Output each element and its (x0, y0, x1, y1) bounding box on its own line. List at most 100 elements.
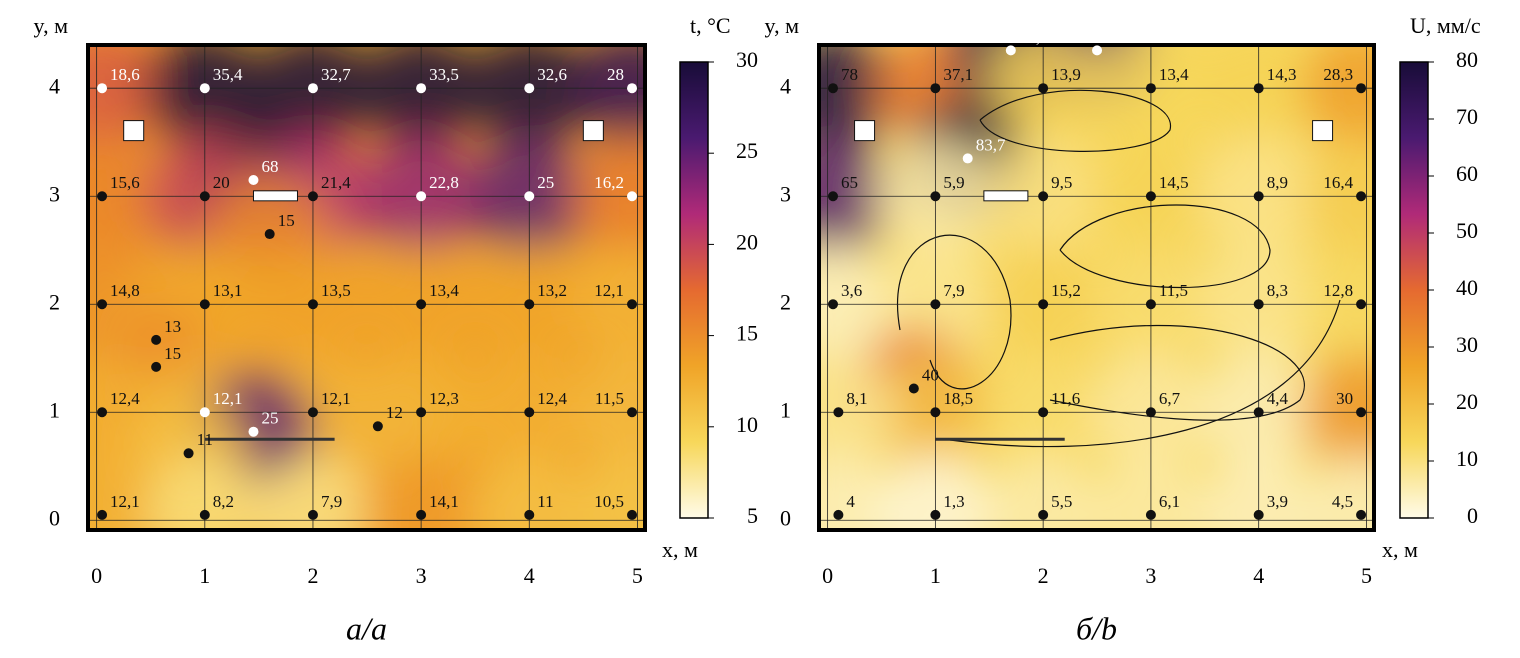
colorbar-tick-label: 30 (736, 47, 758, 72)
probe-point (1005, 45, 1016, 56)
field-blob (88, 454, 163, 530)
probe-point (627, 509, 638, 520)
y-tick-label: 0 (49, 505, 60, 530)
probe-point (524, 509, 535, 520)
probe-point (199, 83, 210, 94)
probe-label: 3,6 (841, 281, 862, 300)
inlet (1312, 120, 1334, 142)
probe-label: 69 (1105, 27, 1122, 46)
probe-label: 4 (846, 492, 855, 511)
probe-point (416, 407, 427, 418)
probe-label: 8,9 (1267, 173, 1288, 192)
x-tick-label: 2 (1038, 563, 1049, 588)
chart-title: а/a (346, 610, 387, 646)
probe-label: 8,2 (213, 492, 234, 511)
probe-point (1356, 299, 1367, 310)
probe-label: 25 (537, 173, 554, 192)
x-tick-label: 4 (1253, 563, 1264, 588)
probe-label: 12 (386, 403, 403, 422)
probe-point (1145, 299, 1156, 310)
probe-label: 20 (213, 173, 230, 192)
probe-label: 14,8 (110, 281, 140, 300)
probe-label: 22,8 (429, 173, 459, 192)
probe-point (1253, 407, 1264, 418)
probe-label: 13,9 (1051, 65, 1081, 84)
probe-label: 40 (922, 365, 939, 384)
y-tick-label: 4 (49, 73, 60, 98)
probe-point (199, 407, 210, 418)
y-tick-label: 1 (780, 397, 791, 422)
probe-point (97, 407, 108, 418)
probe-point (1356, 509, 1367, 520)
colorbar-tick-label: 40 (1456, 275, 1478, 300)
probe-label: 15,2 (1051, 281, 1081, 300)
colorbar-tick-label: 20 (736, 229, 758, 254)
probe-point (416, 509, 427, 520)
x-tick-label: 1 (199, 563, 210, 588)
probe-point (416, 191, 427, 202)
probe-label: 65 (841, 173, 858, 192)
x-tick-label: 0 (822, 563, 833, 588)
probe-point (199, 191, 210, 202)
probe-label: 75,2 (1019, 27, 1049, 46)
x-tick-label: 2 (307, 563, 318, 588)
probe-label: 16,4 (1323, 173, 1353, 192)
colorbar-label: t, °C (690, 13, 731, 38)
probe-label: 8,1 (846, 389, 867, 408)
probe-point (930, 407, 941, 418)
probe-label: 12,4 (110, 389, 140, 408)
x-tick-label: 4 (524, 563, 535, 588)
heater (252, 190, 298, 202)
probe-label: 32,7 (321, 65, 351, 84)
probe-point (1253, 191, 1264, 202)
probe-point (307, 407, 318, 418)
chart-title: б/b (1076, 610, 1117, 646)
y-tick-label: 2 (780, 289, 791, 314)
colorbar-tick-label: 15 (736, 321, 758, 346)
colorbar-tick-label: 20 (1456, 389, 1478, 414)
probe-label: 5,9 (943, 173, 964, 192)
probe-label: 12,1 (321, 389, 351, 408)
probe-label: 15,6 (110, 173, 140, 192)
heater (983, 190, 1029, 202)
inlet (854, 120, 876, 142)
probe-point (151, 334, 162, 345)
probe-label: 4,4 (1267, 389, 1289, 408)
streamline (979, 89, 1171, 152)
probe-label: 32,6 (537, 65, 567, 84)
x-tick-label: 3 (1145, 563, 1156, 588)
probe-label: 12,8 (1323, 281, 1353, 300)
probe-label: 13,5 (321, 281, 351, 300)
probe-point (627, 83, 638, 94)
probe-point (833, 407, 844, 418)
probe-point (307, 509, 318, 520)
probe-label: 4,5 (1332, 492, 1353, 511)
probe-label: 78 (841, 65, 858, 84)
probe-point (248, 426, 259, 437)
streamline (1049, 324, 1305, 421)
y-axis-label: y, м (34, 13, 69, 38)
streamline (897, 234, 1012, 390)
probe-point (248, 175, 259, 186)
colorbar-tick-label: 50 (1456, 218, 1478, 243)
probe-point (1356, 407, 1367, 418)
x-axis-label: x, м (662, 537, 698, 562)
probe-label: 12,1 (110, 492, 140, 511)
y-tick-label: 4 (780, 73, 791, 98)
probe-label: 12,3 (429, 389, 459, 408)
probe-label: 7,9 (943, 281, 964, 300)
y-axis-label: y, м (765, 13, 800, 38)
probe-point (151, 361, 162, 372)
colorbar-label: U, мм/с (1410, 13, 1481, 38)
probe-point (307, 83, 318, 94)
probe-label: 5,5 (1051, 492, 1072, 511)
probe-point (199, 509, 210, 520)
probe-point (1356, 191, 1367, 202)
probe-label: 30 (1336, 389, 1353, 408)
colorbar-tick-label: 30 (1456, 332, 1478, 357)
probe-label: 13 (164, 317, 181, 336)
plot-area (88, 45, 645, 530)
probe-label: 13,4 (429, 281, 459, 300)
probe-point (627, 299, 638, 310)
